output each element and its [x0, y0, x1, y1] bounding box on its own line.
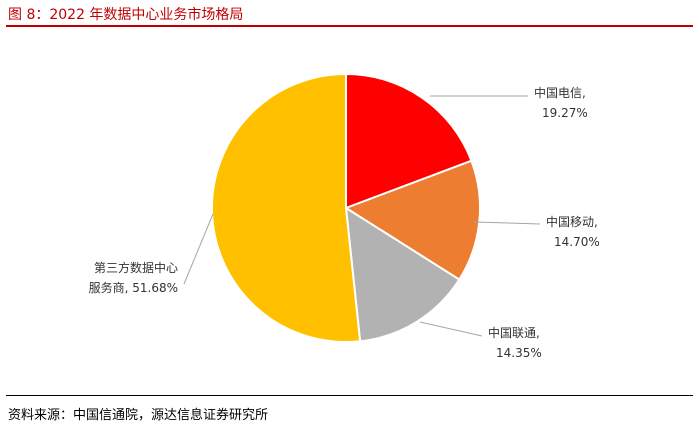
slice-label: 中国移动, 14.70% — [546, 214, 600, 249]
slice-name: 中国联通, — [488, 325, 540, 340]
slice-value: 服务商, 51.68% — [89, 280, 178, 295]
slice-name: 中国电信, — [534, 85, 586, 100]
leader-line — [473, 221, 541, 225]
pie-slice — [344, 206, 461, 343]
slice-label: 中国电信, 19.27% — [534, 85, 588, 120]
slice-value: 14.35% — [496, 346, 542, 360]
pie-slice — [343, 159, 482, 281]
pie-slice — [345, 72, 473, 210]
slice-value: 19.27% — [542, 106, 588, 120]
slice-name: 第三方数据中心 — [94, 260, 178, 275]
source-rule — [6, 395, 693, 396]
slice-label: 中国联通, 14.35% — [488, 325, 542, 360]
title-rule — [6, 25, 693, 27]
slice-label: 第三方数据中心服务商, 51.68% — [89, 260, 178, 295]
pie-slice — [210, 72, 362, 343]
leader-line — [183, 213, 214, 285]
leader-line — [419, 321, 483, 337]
figure-title: 图 8：2022 年数据中心业务市场格局 — [8, 7, 244, 23]
slice-value: 14.70% — [554, 235, 600, 249]
slice-name: 中国移动, — [546, 214, 598, 229]
source-note: 资料来源：中国信通院，源达信息证券研究所 — [8, 408, 269, 423]
